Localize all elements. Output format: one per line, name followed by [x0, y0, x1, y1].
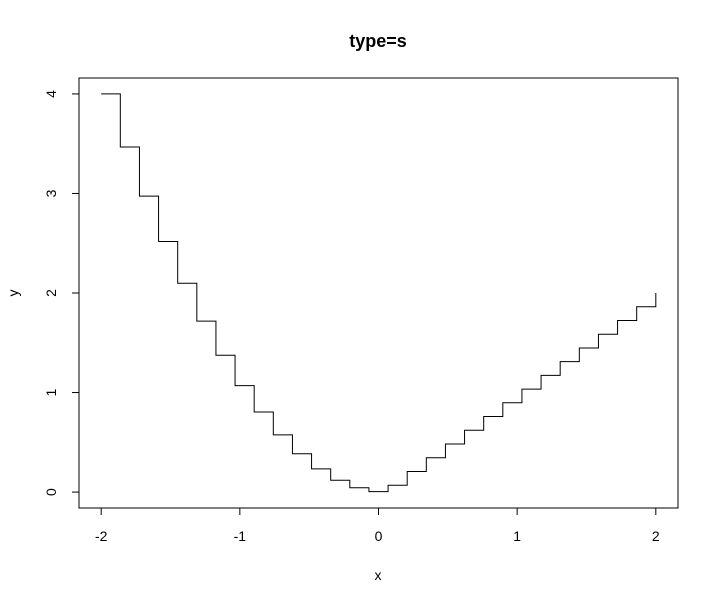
y-tick-label: 2 [43, 289, 59, 297]
x-tick-label: -1 [234, 528, 247, 544]
y-axis-label: y [5, 290, 21, 297]
y-tick-label: 4 [43, 90, 59, 98]
x-tick-label: -2 [95, 528, 108, 544]
y-tick-label: 1 [43, 388, 59, 396]
x-tick-label: 2 [652, 528, 660, 544]
x-tick-label: 0 [375, 528, 383, 544]
plot-frame [78, 77, 679, 509]
x-tick-label: 1 [513, 528, 521, 544]
series-step-line [101, 93, 657, 493]
y-tick-label: 3 [43, 189, 59, 197]
x-axis-label: x [375, 567, 382, 583]
chart-title: type=s [349, 31, 407, 51]
x-axis: -2 -1 0 1 2 [95, 507, 660, 544]
y-axis: 0 1 2 3 4 [43, 90, 80, 496]
y-tick-label: 0 [43, 488, 59, 496]
